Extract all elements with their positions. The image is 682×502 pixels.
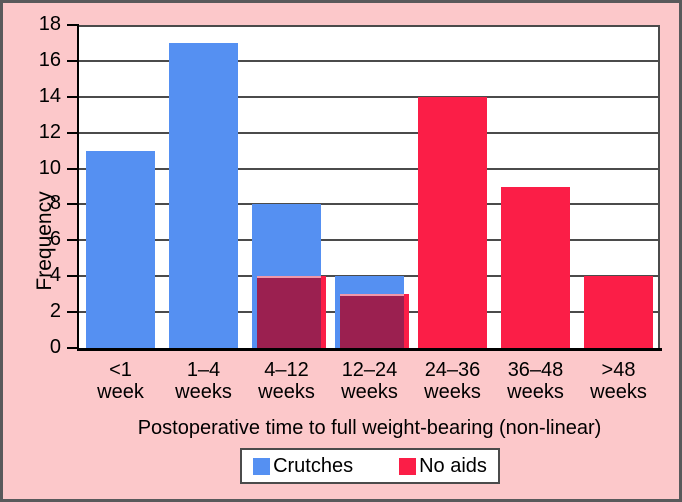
gridline [79, 25, 660, 27]
gridline [79, 131, 660, 134]
y-tick-label: 4 [49, 264, 61, 287]
x-tick-label: 4–12 weeks [258, 359, 315, 403]
crutches-swatch-icon [253, 457, 271, 475]
x-tick-label: 24–36 weeks [424, 359, 481, 403]
y-tick-label: 10 [38, 156, 61, 179]
category-slot [328, 25, 411, 348]
y-tick [67, 347, 79, 349]
y-tick-label: 0 [49, 336, 61, 358]
gridline [79, 275, 660, 278]
y-tick-label: 18 [38, 13, 61, 35]
y-tick [67, 24, 79, 26]
no-aids-swatch-icon [399, 457, 417, 475]
x-tick-label: 1–4 weeks [175, 359, 232, 403]
gridline [79, 95, 660, 98]
legend-item-crutches: Crutches [253, 455, 353, 478]
y-tick-label: 2 [49, 300, 61, 323]
bar-crutches [169, 42, 238, 348]
y-tick [67, 131, 79, 134]
category-slot [245, 25, 328, 348]
bar-overlap [257, 276, 321, 348]
y-tick [67, 311, 79, 314]
y-tick [67, 59, 79, 62]
category-slot [494, 25, 577, 348]
legend: Crutches No aids [240, 448, 500, 484]
x-tick-label: 12–24 weeks [341, 359, 398, 403]
plot-right-border [658, 25, 660, 348]
category-slot [411, 25, 494, 348]
x-axis-line [77, 348, 662, 351]
legend-item-no-aids: No aids [399, 455, 487, 478]
y-tick-label: 12 [38, 120, 61, 143]
gridline [79, 59, 660, 62]
category-slot [79, 25, 162, 348]
gridline [79, 239, 660, 242]
bar-no-aids [501, 186, 570, 348]
y-tick-label: 16 [38, 48, 61, 71]
bar-no-aids [584, 276, 653, 348]
y-tick-label: 14 [38, 84, 61, 107]
x-tick-label: <1 week [97, 359, 144, 403]
legend-label-no-aids: No aids [419, 454, 487, 477]
plot-area [77, 25, 662, 351]
x-tick-label: 36–48 weeks [507, 359, 564, 403]
y-tick [67, 203, 79, 206]
y-tick [67, 167, 79, 170]
y-tick-label: 6 [49, 228, 61, 251]
y-tick [67, 239, 79, 242]
gridline [79, 203, 660, 206]
x-axis-title: Postoperative time to full weight-bearin… [137, 417, 602, 439]
bar-no-aids [418, 96, 487, 348]
legend-label-crutches: Crutches [273, 454, 354, 477]
x-tick-label: >48 weeks [590, 359, 647, 403]
bar-overlap [340, 294, 404, 348]
y-tick-label: 8 [49, 192, 61, 215]
y-axis-title: Frequency [33, 191, 56, 291]
y-axis-line [77, 25, 79, 351]
category-slot [577, 25, 660, 348]
category-slot [162, 25, 245, 348]
bars-layer [79, 25, 660, 348]
bar-crutches [86, 150, 155, 348]
gridline [79, 167, 660, 170]
x-tick-labels: <1 week 1–4 weeks 4–12 weeks 12–24 weeks 24–36 we… [79, 359, 660, 403]
y-tick [67, 275, 79, 278]
y-tick [67, 95, 79, 98]
